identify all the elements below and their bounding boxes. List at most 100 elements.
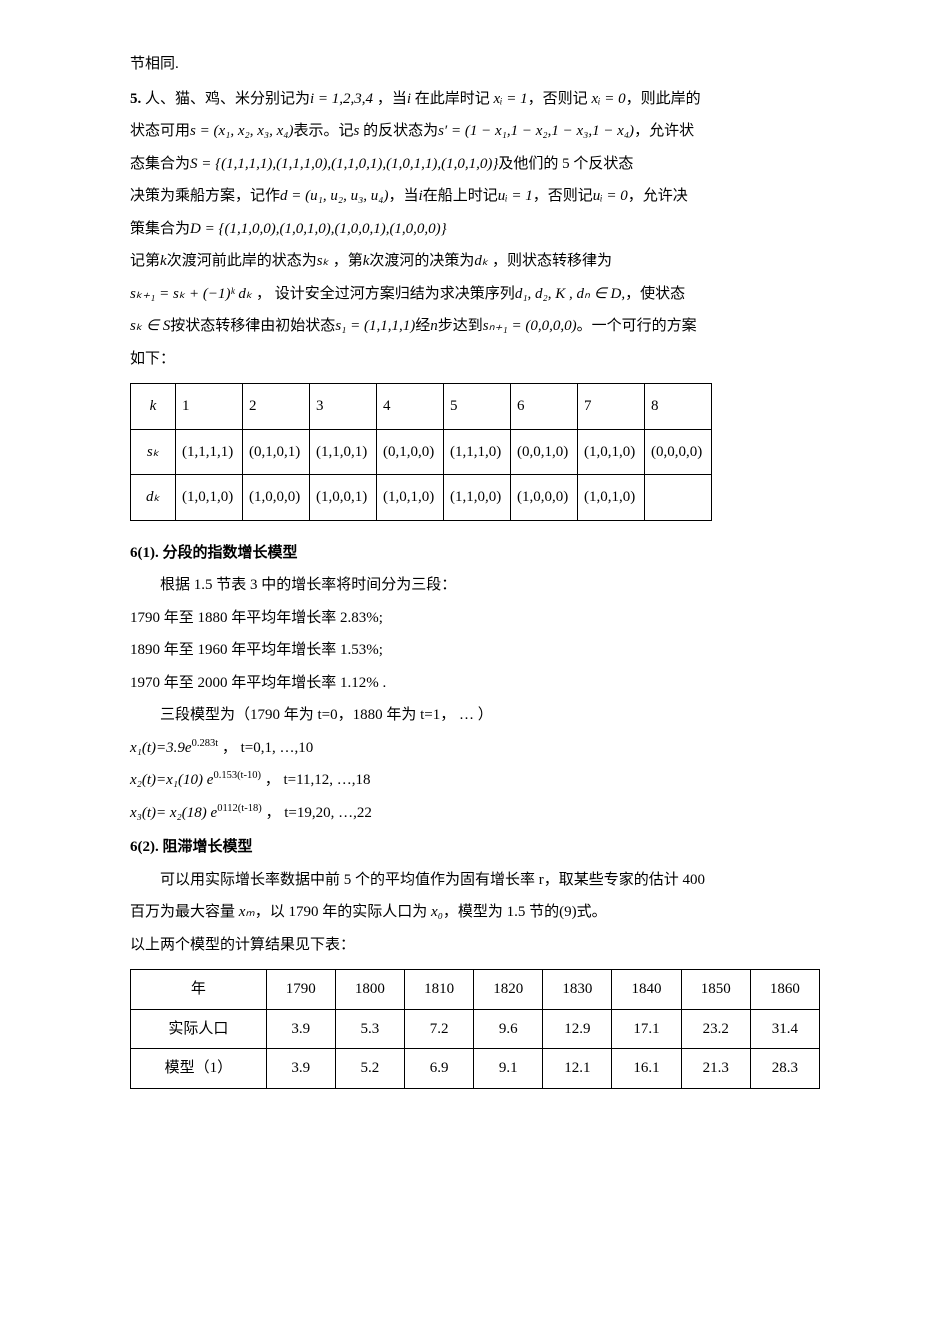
cell: 12.1 [543,1049,612,1089]
cell: 28.3 [750,1049,819,1089]
problem-6-2: 6(2). 阻滞增长模型 可以用实际增长率数据中前 5 个的平均值作为固有增长率… [130,833,820,959]
cell: 3.9 [266,1009,335,1049]
text: 次渡河的决策为 [369,253,474,269]
cell: 6 [511,384,578,430]
cell: 1860 [750,970,819,1010]
text: ，当 [389,188,419,204]
math: sₖ [317,253,329,269]
cell: (1,1,0,0) [444,475,511,521]
text: ，使状态 [625,286,685,302]
table-row-header: 年 1790 1800 1810 1820 1830 1840 1850 186… [131,970,820,1010]
state-table: k 1 2 3 4 5 6 7 8 sₖ (1,1,1,1) (0,1,0,1)… [130,383,712,521]
text: 1890 年至 1960 年平均年增长率 1.53%; [130,636,820,665]
cell: 1790 [266,970,335,1010]
cell [645,475,712,521]
cell: dₖ [131,475,176,521]
problem-6-1-title: 分段的指数增长模型 [159,545,298,561]
cell: 3.9 [266,1049,335,1089]
cell: 6.9 [405,1049,474,1089]
cell: 1840 [612,970,681,1010]
text: 1970 年至 2000 年平均年增长率 1.12% . [130,669,820,698]
cell: 16.1 [612,1049,681,1089]
text: 步达到 [438,318,483,334]
cell: (1,1,0,1) [310,429,377,475]
text: ， t=19,20, …,22 [262,805,372,821]
problem-5-label: 5. [130,91,141,107]
math: n [430,318,438,334]
text: ，当 [373,91,407,107]
cell: 21.3 [681,1049,750,1089]
paragraph-continuation: 节相同. [130,50,820,79]
table-row: 实际人口 3.9 5.3 7.2 9.6 12.9 17.1 23.2 31.4 [131,1009,820,1049]
exponent: 0112(t-18) [217,803,262,814]
cell: (1,0,0,1) [310,475,377,521]
cell: (1,0,1,0) [377,475,444,521]
text: 如下： [130,345,820,374]
cell: 2 [243,384,310,430]
equation: x₃(t)= x₂(18) e [130,805,217,821]
cell: 8 [645,384,712,430]
cell: (1,0,1,0) [176,475,243,521]
cell: 1830 [543,970,612,1010]
text: 策集合为 [130,221,190,237]
cell: 7.2 [405,1009,474,1049]
cell: 1820 [474,970,543,1010]
problem-6-1-label: 6(1). [130,545,159,561]
text: 1790 年至 1880 年平均年增长率 2.83%; [130,604,820,633]
cell: 31.4 [750,1009,819,1049]
cell: 17.1 [612,1009,681,1049]
text: ， 设计安全过河方案归结为求决策序列 [252,286,515,302]
cell: 23.2 [681,1009,750,1049]
cell: 12.9 [543,1009,612,1049]
math: xₘ [239,904,255,920]
text: 根据 1.5 节表 3 中的增长率将时间分为三段： [130,571,820,600]
table-row: sₖ (1,1,1,1) (0,1,0,1) (1,1,0,1) (0,1,0,… [131,429,712,475]
text: 及他们的 5 个反状态 [498,156,633,172]
text: ， t=0,1, …,10 [218,740,313,756]
text: ，否则记 [533,188,593,204]
cell: (1,0,1,0) [578,429,645,475]
problem-6-2-title: 阻滞增长模型 [159,839,253,855]
text: 百万为最大容量 [130,904,239,920]
cell: 年 [131,970,267,1010]
text: ，则此岸的 [626,91,701,107]
cell: 5.3 [335,1009,404,1049]
problem-6-2-label: 6(2). [130,839,159,855]
problem-6-1: 6(1). 分段的指数增长模型 根据 1.5 节表 3 中的增长率将时间分为三段… [130,539,820,828]
math: k [160,253,167,269]
math: x₀ [431,904,443,920]
math: uᵢ = 0 [593,188,628,204]
table-row: 模型（1） 3.9 5.2 6.9 9.1 12.1 16.1 21.3 28.… [131,1049,820,1089]
math: d₁, d₂, K , dₙ ∈ D, [515,286,625,302]
text: ，否则记 [528,91,592,107]
math: sₖ ∈ S [130,318,170,334]
text: 次渡河前此岸的状态为 [167,253,317,269]
cell: 5 [444,384,511,430]
cell: (1,0,0,0) [243,475,310,521]
math: sₖ₊₁ = sₖ + (−1)ᵏ dₖ [130,286,252,302]
problem-5: 5. 人、猫、鸡、米分别记为i = 1,2,3,4 ，当i 在此岸时记 xᵢ =… [130,85,820,374]
table-row: dₖ (1,0,1,0) (1,0,0,0) (1,0,0,1) (1,0,1,… [131,475,712,521]
equation: x₂(t)=x₁(10) e [130,772,213,788]
text: 按状态转移律由初始状态 [170,318,335,334]
cell: (0,1,0,0) [377,429,444,475]
math: s₁ = (1,1,1,1) [335,318,415,334]
cell: 9.6 [474,1009,543,1049]
math: d = (u₁, u₂, u₃, u₄) [280,188,388,204]
math: i = 1,2,3,4 [310,91,373,107]
text: 状态可用 [130,123,190,139]
cell: 实际人口 [131,1009,267,1049]
cell: 1810 [405,970,474,1010]
text: 记第 [130,253,160,269]
math: xᵢ = 0 [591,91,625,107]
math: sₙ₊₁ = (0,0,0,0) [483,318,577,334]
cell: 5.2 [335,1049,404,1089]
math: S = {(1,1,1,1),(1,1,1,0),(1,1,0,1),(1,0,… [190,156,498,172]
text: ，允许决 [628,188,688,204]
math: dₖ [474,253,488,269]
cell: (1,0,0,0) [511,475,578,521]
text: 以上两个模型的计算结果见下表： [130,931,820,960]
cell: (1,0,1,0) [578,475,645,521]
exponent: 0.283t [192,738,219,749]
text: ，则状态转移律为 [488,253,612,269]
